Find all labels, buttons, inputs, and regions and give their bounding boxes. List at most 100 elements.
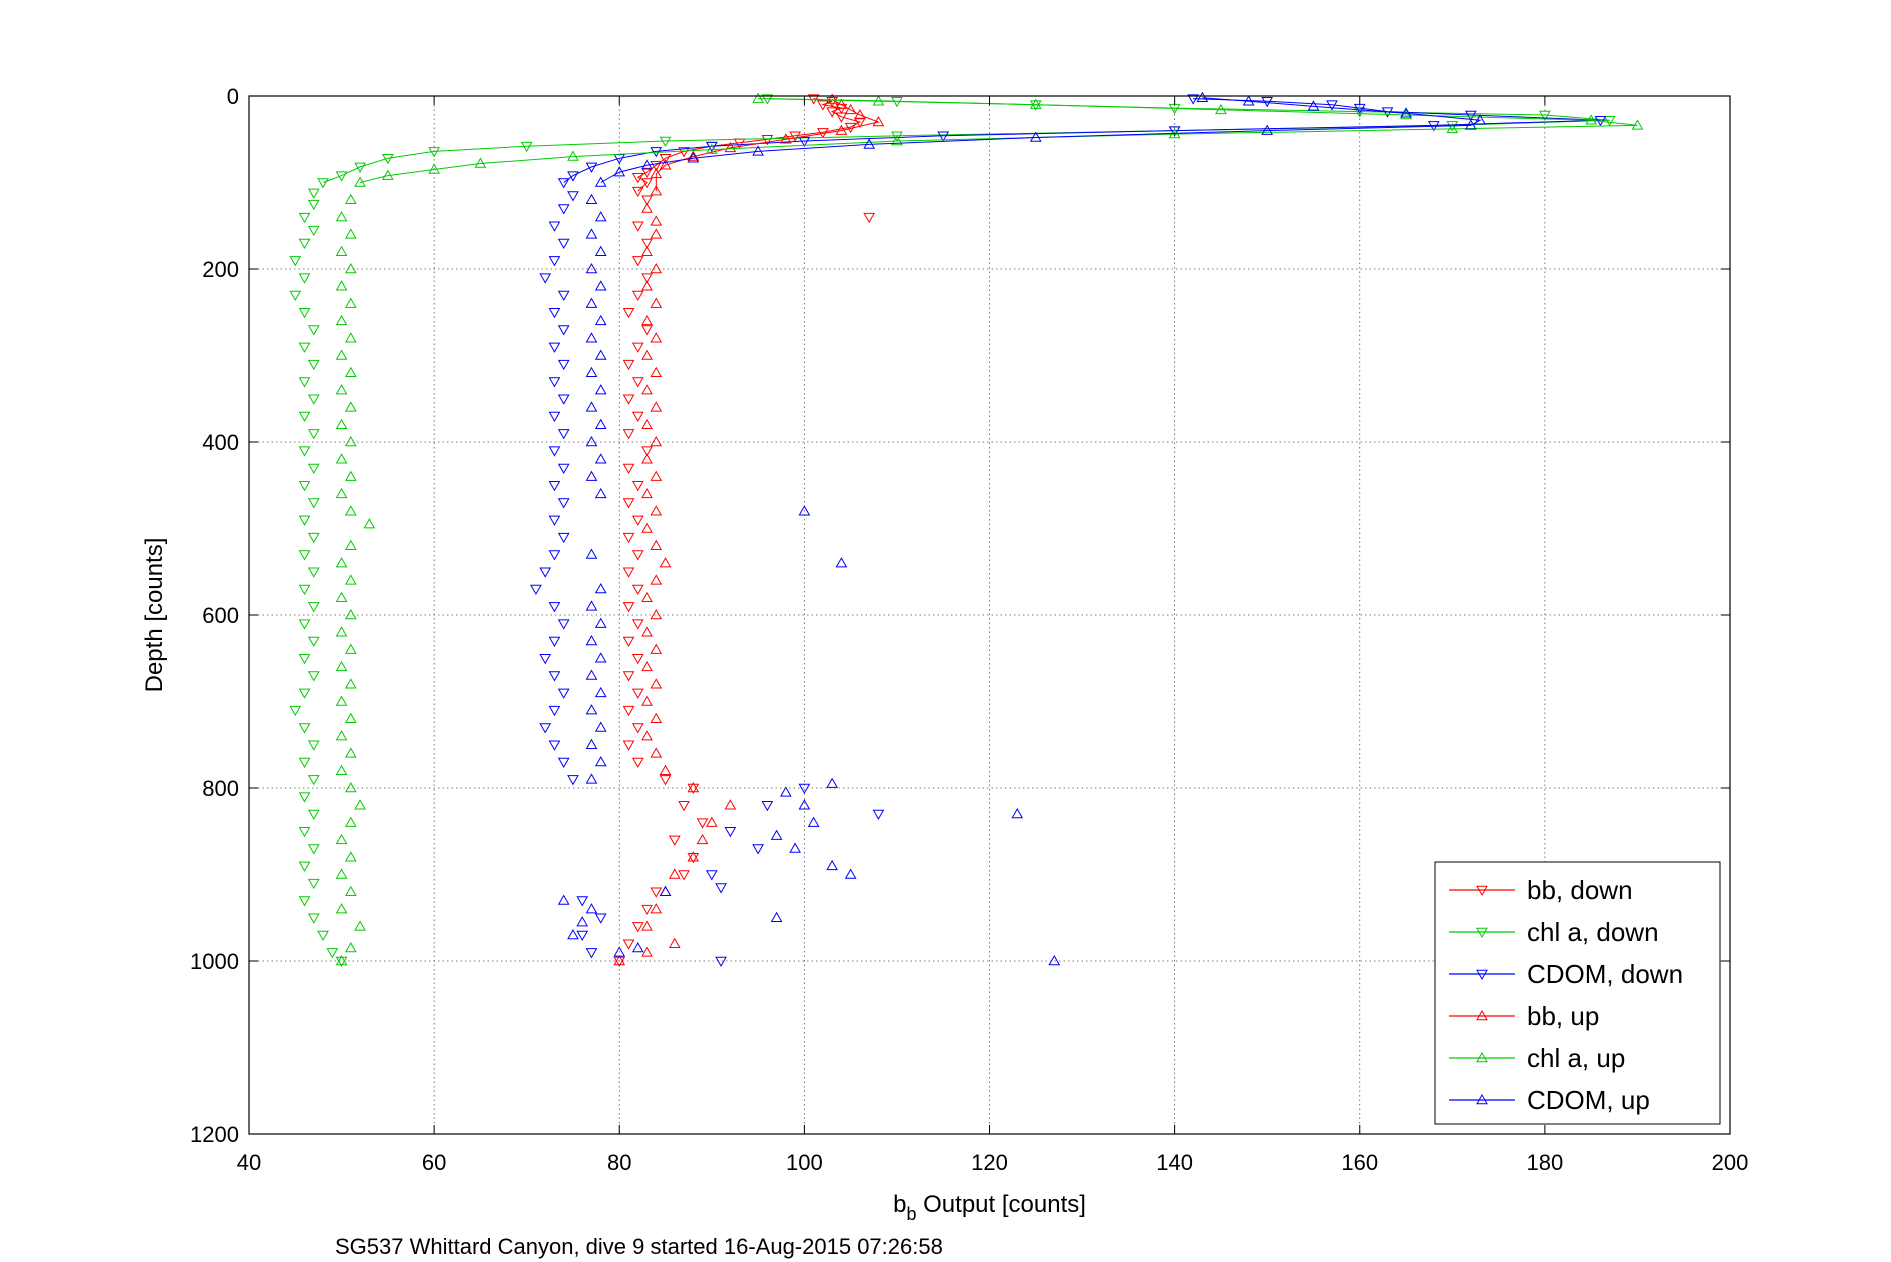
cdom-up-point	[826, 859, 839, 871]
cdom-down-point	[576, 930, 589, 942]
bb-up-point	[641, 730, 653, 741]
cdom-up-point	[594, 211, 607, 222]
chl-a-up-point	[344, 228, 357, 239]
chl-a-down-point	[317, 178, 329, 189]
cdom-down-point	[752, 844, 764, 855]
bb-up-point	[641, 202, 653, 213]
chl-a-down-point	[298, 584, 311, 596]
chl-a-down-point	[891, 131, 903, 142]
cdom-up-point	[844, 868, 857, 879]
chl-a-up-point	[335, 487, 348, 499]
bb-down-point	[622, 498, 635, 509]
bb-down-point	[631, 654, 644, 665]
cdom-up-point	[576, 916, 589, 927]
series-4	[335, 92, 1644, 966]
bb-down-point	[622, 429, 635, 440]
chl-a-down-point	[307, 602, 320, 613]
cdom-up-point	[1011, 807, 1024, 819]
bb-up-point	[641, 418, 653, 429]
chl-a-down-point	[298, 757, 311, 769]
cdom-down-point	[548, 636, 561, 647]
bb-down-point	[622, 463, 635, 474]
cdom-up-point	[594, 245, 607, 256]
chl-a-up-point	[344, 539, 357, 551]
bb-down-point	[622, 394, 635, 405]
bb-down-point	[622, 671, 635, 682]
cdom-down-point	[715, 883, 727, 894]
bb-down-point	[817, 100, 829, 111]
bb-down-point	[622, 740, 635, 751]
bb-up-point	[641, 920, 653, 931]
chl-a-down-point	[307, 498, 320, 509]
chl-a-up-point	[705, 143, 718, 154]
bb-up-point	[705, 816, 718, 827]
cdom-up-point	[752, 145, 764, 156]
cdom-down-point	[1168, 126, 1181, 137]
chl-a-up-point	[335, 626, 348, 637]
legend-marker-cdom-down	[1476, 969, 1488, 981]
chl-a-down-point	[289, 290, 302, 301]
chl-a-up-point	[344, 366, 357, 378]
chl-a-up-point	[891, 134, 903, 146]
cdom-down-point	[530, 584, 542, 596]
cdom-up-point	[594, 487, 607, 499]
chl-a-up-point	[428, 163, 440, 174]
legend-label-bb-up: bb, up	[1527, 1001, 1599, 1031]
chl-a-up-point	[344, 851, 357, 862]
chl-a-down-point	[298, 342, 311, 353]
cdom-up-point	[585, 228, 598, 239]
chl-a-up-point	[344, 262, 357, 274]
bb-up-point	[650, 712, 663, 724]
chl-a-down-point	[307, 325, 320, 336]
chl-a-down-point	[298, 550, 311, 561]
cdom-up-point	[770, 829, 783, 840]
bb-up-point	[659, 159, 672, 170]
bb-down-point	[641, 195, 653, 206]
cdom-up-point	[594, 349, 607, 360]
chl-a-up-point	[335, 833, 348, 845]
chl-a-down-point	[307, 844, 320, 855]
bb-up-point	[854, 109, 866, 120]
bb-up-point	[650, 435, 663, 447]
cdom-down-point	[557, 359, 570, 371]
cdom-up-point	[659, 885, 672, 897]
cdom-down-point	[557, 290, 570, 301]
chl-a-up-point	[1400, 109, 1412, 120]
legend-label-bb-down: bb, down	[1527, 875, 1633, 905]
cdom-down-point	[539, 654, 552, 665]
cdom-down-point	[715, 956, 727, 968]
bb-down-point	[863, 212, 876, 224]
bb-up-point	[668, 868, 681, 879]
chl-a-down-point	[307, 775, 320, 786]
cdom-down-line	[563, 98, 1601, 183]
cdom-up-point	[594, 721, 607, 732]
bb-down-point	[650, 160, 663, 172]
cdom-up-point	[585, 470, 598, 481]
cdom-down-point	[557, 498, 570, 509]
chl-a-up-point	[344, 297, 357, 308]
bb-up-point	[650, 505, 663, 516]
legend: bb, down chl a, down CDOM, down bb, up chl a…	[1434, 861, 1721, 1125]
cdom-down-point	[937, 131, 950, 142]
cdom-down-point	[761, 801, 774, 812]
chl-a-up-point	[335, 557, 348, 568]
bb-up-point	[641, 349, 653, 360]
chl-a-up-point	[335, 211, 348, 222]
chl-a-up-point	[354, 920, 366, 931]
bb-up-point	[650, 401, 663, 412]
chl-a-up-point	[344, 401, 357, 412]
chl-a-down-point	[307, 188, 320, 199]
bb-down-point	[631, 342, 644, 353]
cdom-up-point	[613, 946, 626, 957]
chl-a-up-point	[344, 332, 357, 343]
bb-up-point	[650, 215, 663, 226]
x-tick-label: 140	[1156, 1150, 1193, 1175]
chl-a-up-point	[752, 92, 764, 103]
chl-a-up-point	[335, 695, 348, 706]
cdom-up-point	[594, 384, 607, 395]
bb-up-point	[826, 93, 839, 104]
cdom-up-point	[585, 193, 598, 205]
chl-a-up-point	[344, 435, 357, 447]
chl-a-up-point	[335, 245, 348, 256]
chl-a-up-point	[335, 903, 348, 914]
